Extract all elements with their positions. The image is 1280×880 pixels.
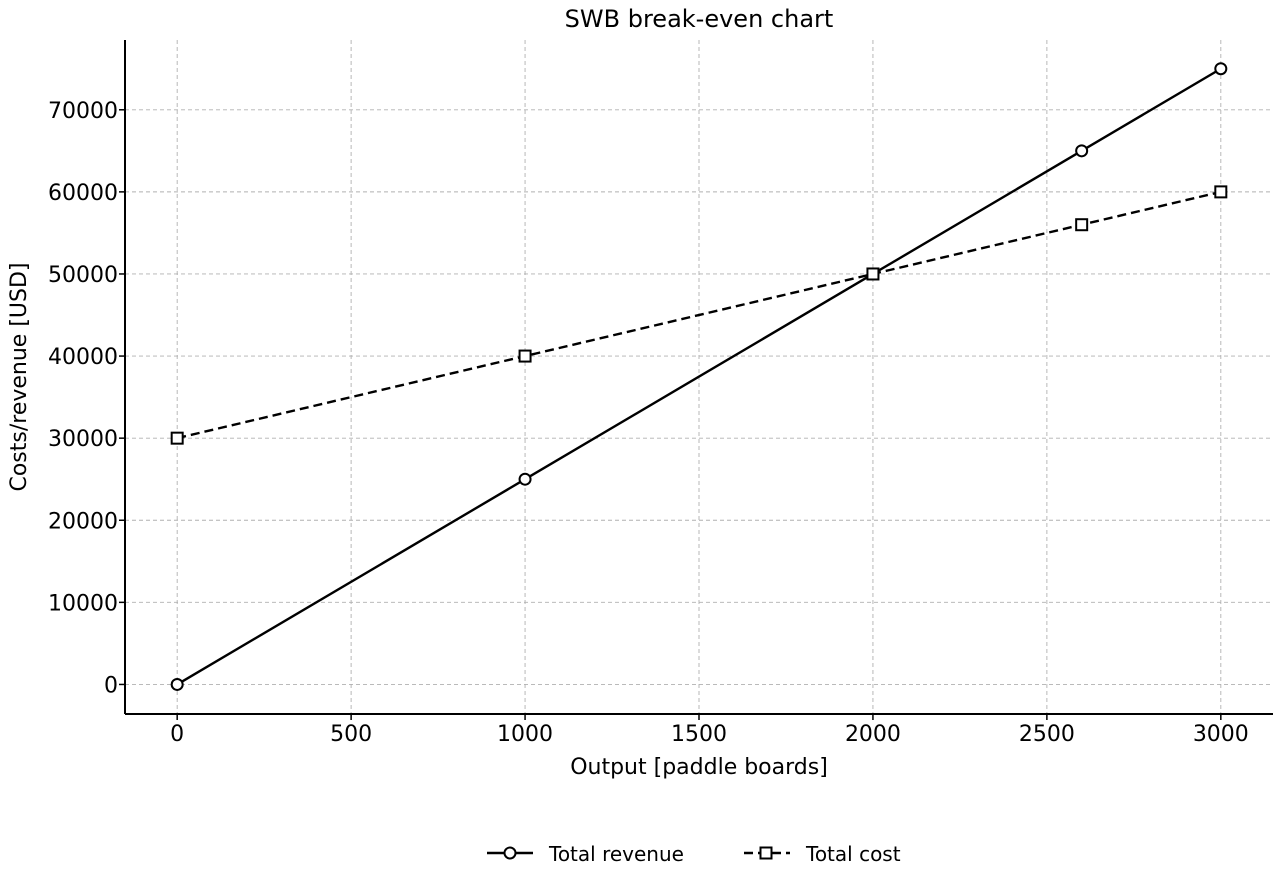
series-line-total-cost [176,190,1222,440]
y-tick-label: 0 [104,673,118,698]
legend-item-total-revenue: Total revenue [487,842,684,866]
x-tick-label: 0 [170,722,184,747]
y-tick-label: 50000 [48,263,118,288]
data-point-total-revenue [1075,144,1089,158]
data-point-total-cost [170,431,184,445]
legend-label-total-revenue: Total revenue [548,842,684,866]
y-tick-label: 60000 [48,181,118,206]
data-point-total-cost [866,267,880,281]
legend-marker-circle [503,846,517,860]
series-total-cost [170,185,1228,445]
y-axis-label: Costs/revenue [USD] [7,262,32,491]
y-tick-label: 20000 [48,509,118,534]
x-axis-label: Output [paddle boards] [570,755,828,780]
data-point-total-revenue [518,472,532,486]
data-point-total-revenue [170,677,184,691]
x-tick-label: 1000 [497,722,553,747]
y-tick-label: 10000 [48,591,118,616]
legend: Total revenue Total cost [487,842,901,866]
data-point-total-cost [1075,218,1089,232]
x-axis-ticks: 0 500 1000 1500 2000 2500 3000 [170,714,1249,747]
grid [125,40,1273,714]
data-point-total-revenue [1214,62,1228,76]
y-tick-label: 70000 [48,99,118,124]
legend-marker-square [759,846,773,860]
series [170,62,1228,691]
legend-label-total-cost: Total cost [805,842,901,866]
x-tick-label: 2500 [1019,722,1075,747]
x-tick-label: 500 [330,722,372,747]
data-point-total-cost [1214,185,1228,199]
data-point-total-cost [518,349,532,363]
y-tick-label: 30000 [48,427,118,452]
x-tick-label: 1500 [671,722,727,747]
chart-title: SWB break-even chart [565,5,834,33]
x-tick-label: 2000 [845,722,901,747]
x-tick-label: 3000 [1193,722,1249,747]
y-tick-label: 40000 [48,345,118,370]
legend-item-total-cost: Total cost [744,842,901,866]
y-axis-ticks: 0 10000 20000 30000 40000 50000 60000 70000 [48,99,125,698]
